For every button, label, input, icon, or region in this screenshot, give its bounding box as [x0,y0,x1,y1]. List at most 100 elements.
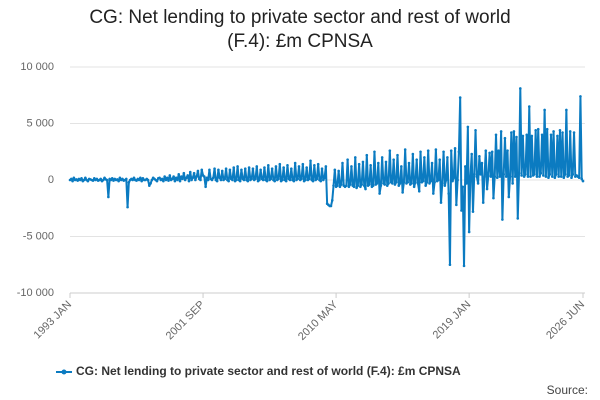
data-point [273,179,276,183]
data-point [187,179,191,183]
data-point [426,149,430,152]
data-point [304,178,307,182]
data-point [215,179,219,183]
data-point [223,177,227,181]
y-tick-label: 10 000 [20,61,54,73]
data-point [258,178,261,182]
data-point [171,177,174,181]
data-point [460,209,463,212]
data-point [498,175,502,178]
data-point [433,180,436,184]
data-point [544,175,548,178]
data-point [232,166,236,169]
data-point [181,177,184,181]
data-point [565,108,568,112]
data-point [348,183,352,186]
data-point [571,173,575,176]
data-point [484,149,488,152]
data-point [118,176,122,180]
data-point [543,108,546,112]
data-point [333,168,337,172]
data-point [72,176,76,180]
data-point [284,179,288,183]
data-point [355,186,358,190]
data-point [174,176,178,180]
data-point [261,178,265,182]
data-point [263,166,266,169]
data-point [191,176,195,180]
data-point [533,173,536,176]
data-point [507,195,511,199]
data-point [423,156,426,159]
data-point [472,173,476,176]
data-point [195,175,198,178]
data-point [550,175,554,178]
data-point [402,180,406,184]
data-point [572,131,576,134]
data-point [512,130,516,133]
data-point [322,178,325,182]
data-point [307,177,311,181]
data-point [101,178,105,182]
data-point [391,182,394,185]
data-point [383,183,387,186]
data-point [155,179,159,183]
data-point [255,165,259,168]
data-point [525,133,529,137]
data-point [520,174,523,177]
data-point [439,201,443,204]
data-point [185,176,188,180]
data-point [150,178,154,182]
data-point [480,161,484,165]
data-point [368,183,371,186]
data-point [529,175,532,178]
data-point [313,164,316,167]
data-point [536,127,540,131]
data-point [419,150,422,154]
data-point [218,176,221,180]
data-point [164,178,168,182]
x-tick-label: 1993 JAN [32,299,75,342]
y-tick-label: 5 000 [26,117,54,129]
data-point [362,184,366,187]
data-point [464,165,467,168]
data-point [488,151,491,155]
y-tick-label: 0 [48,174,54,186]
data-point [369,164,372,167]
data-point [277,177,280,181]
data-point [140,179,143,183]
data-point [539,171,543,175]
data-point [506,149,509,152]
data-point [540,133,544,137]
data-point [379,184,383,187]
data-point [203,175,206,178]
data-point [126,205,129,209]
data-point [270,167,274,170]
data-point [429,179,433,183]
data-point [581,179,585,183]
data-point [297,165,301,168]
data-point [442,150,445,154]
data-point [220,169,224,173]
data-point [205,176,209,180]
data-point [139,176,142,180]
data-point [319,179,323,183]
data-point [315,177,319,181]
data-point [384,160,388,164]
data-point [301,162,305,166]
data-point [549,133,553,137]
x-tick-label: 2010 MAY [296,298,341,343]
data-point [465,182,468,185]
data-point [196,169,200,173]
data-point [547,176,550,180]
data-point [309,159,312,163]
data-point [483,175,486,178]
data-point [437,178,440,182]
data-point [448,263,452,267]
data-point [446,156,449,159]
data-point [417,190,421,193]
data-point [254,177,257,181]
data-point [492,196,495,200]
data-point [534,128,537,132]
data-point [497,149,500,152]
